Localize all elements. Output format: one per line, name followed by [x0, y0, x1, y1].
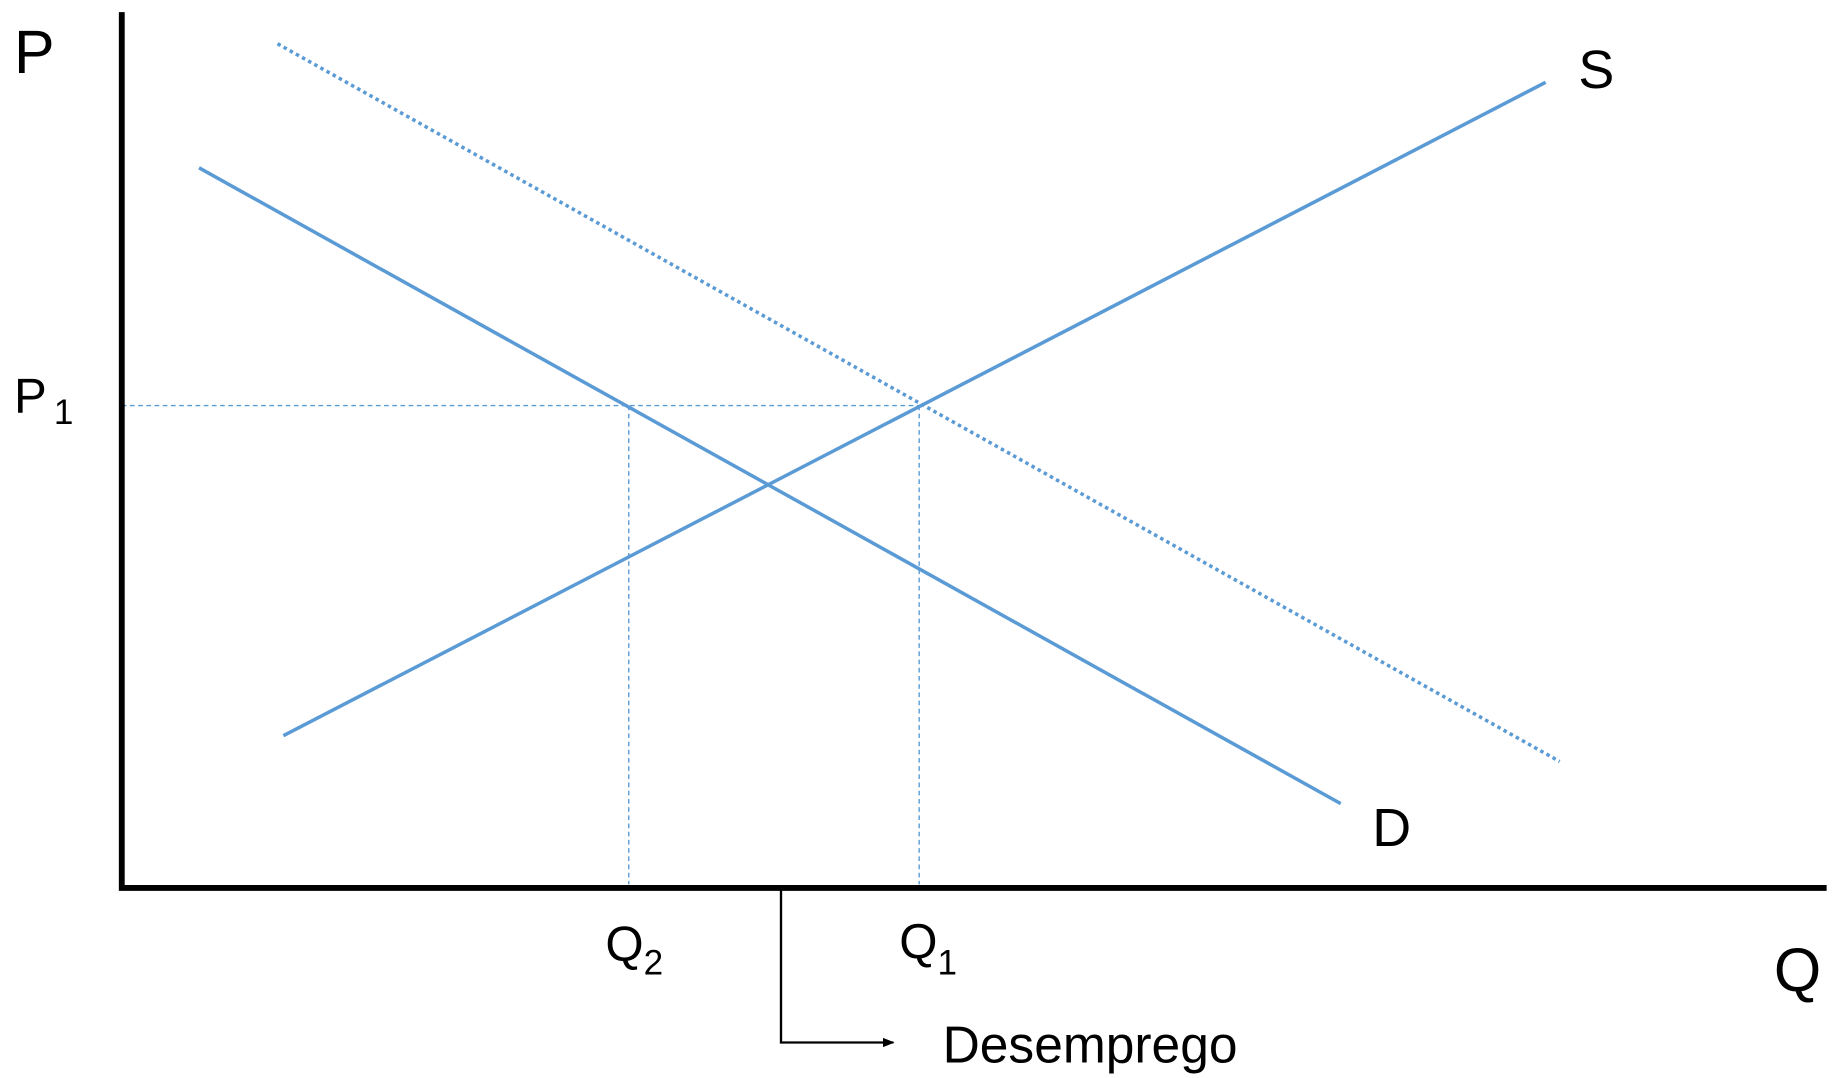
label-main: Q	[605, 917, 643, 972]
price-axis-label: P	[14, 18, 55, 86]
annotation-label: Desemprego	[943, 1015, 1238, 1073]
supply-curve	[282, 80, 1547, 738]
quantity-axis-label: Q	[1774, 936, 1821, 1004]
annotation-arrow	[779, 887, 895, 1048]
demand-label: D	[1372, 798, 1411, 858]
demand-curve	[198, 166, 1342, 806]
supply-label: S	[1578, 40, 1614, 100]
shifted-demand-curve	[276, 42, 1561, 764]
q1-label: Q1	[899, 914, 957, 982]
label-main: Q	[899, 914, 937, 969]
label-subscript: 2	[644, 944, 664, 983]
q2-label: Q2	[605, 917, 663, 983]
label-main: P	[14, 369, 47, 424]
label-subscript: 1	[54, 393, 74, 432]
label-subscript: 1	[938, 944, 958, 983]
axes	[118, 12, 1827, 891]
